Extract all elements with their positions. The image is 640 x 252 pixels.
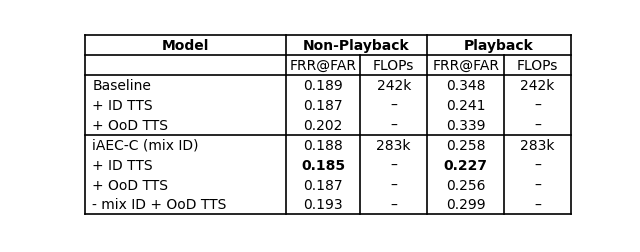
Text: 242k: 242k (520, 79, 555, 93)
Text: 0.241: 0.241 (446, 99, 485, 112)
Text: –: – (390, 118, 397, 132)
Text: 0.185: 0.185 (301, 158, 345, 172)
Text: –: – (534, 178, 541, 192)
Text: - mix ID + OoD TTS: - mix ID + OoD TTS (92, 198, 227, 212)
Text: FRR@FAR: FRR@FAR (432, 59, 499, 73)
Text: FLOPs: FLOPs (517, 59, 558, 73)
Text: –: – (534, 99, 541, 112)
Text: Playback: Playback (464, 39, 534, 53)
Text: 0.299: 0.299 (446, 198, 486, 212)
Text: FRR@FAR: FRR@FAR (289, 59, 356, 73)
Text: 0.193: 0.193 (303, 198, 343, 212)
Text: + ID TTS: + ID TTS (92, 158, 153, 172)
Text: 0.339: 0.339 (446, 118, 485, 132)
Text: –: – (534, 118, 541, 132)
Text: Model: Model (162, 39, 209, 53)
Text: + OoD TTS: + OoD TTS (92, 118, 168, 132)
Text: –: – (534, 198, 541, 212)
Text: 0.189: 0.189 (303, 79, 343, 93)
Text: + OoD TTS: + OoD TTS (92, 178, 168, 192)
Text: + ID TTS: + ID TTS (92, 99, 153, 112)
Text: –: – (390, 99, 397, 112)
Text: 0.227: 0.227 (444, 158, 488, 172)
Text: Non-Playback: Non-Playback (303, 39, 410, 53)
Text: 0.187: 0.187 (303, 99, 343, 112)
Text: 0.348: 0.348 (446, 79, 485, 93)
Text: –: – (390, 198, 397, 212)
Text: 283k: 283k (376, 138, 411, 152)
Text: 0.256: 0.256 (446, 178, 485, 192)
Text: iAEC-C (mix ID): iAEC-C (mix ID) (92, 138, 199, 152)
Text: –: – (390, 178, 397, 192)
Text: –: – (534, 158, 541, 172)
Text: 0.188: 0.188 (303, 138, 343, 152)
Text: FLOPs: FLOPs (373, 59, 415, 73)
Text: 0.187: 0.187 (303, 178, 343, 192)
Text: –: – (390, 158, 397, 172)
Text: Baseline: Baseline (92, 79, 151, 93)
Text: 283k: 283k (520, 138, 555, 152)
Text: 0.202: 0.202 (303, 118, 343, 132)
Text: 242k: 242k (376, 79, 411, 93)
Text: 0.258: 0.258 (446, 138, 485, 152)
